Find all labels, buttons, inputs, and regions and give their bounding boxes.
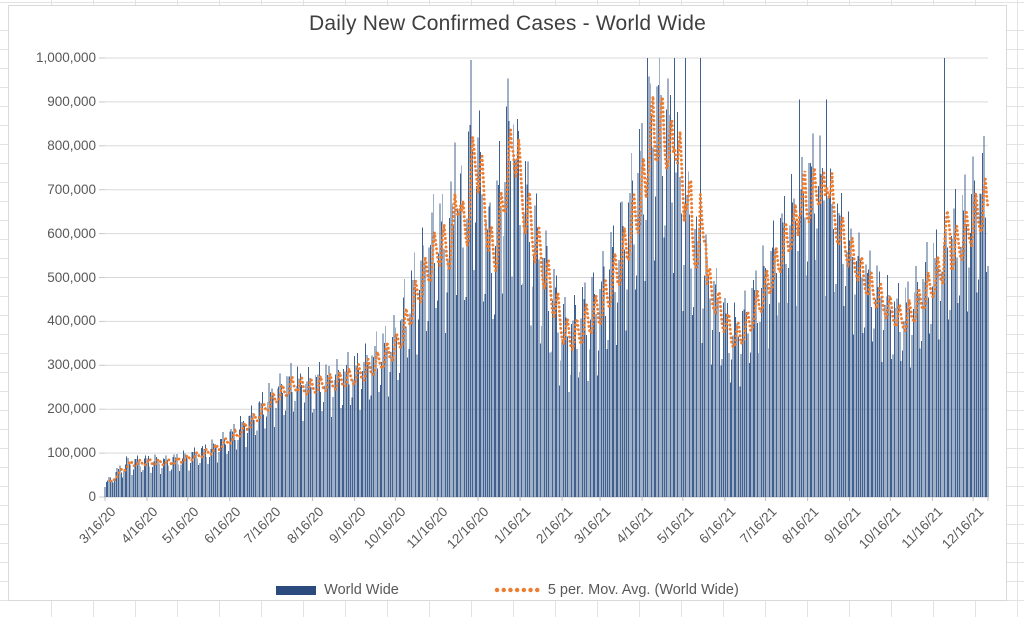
- legend-item-moving-average[interactable]: 5 per. Mov. Avg. (World Wide): [494, 582, 739, 598]
- legend: World Wide 5 per. Mov. Avg. (World Wide): [8, 579, 1007, 601]
- y-axis-label: 0: [88, 489, 96, 504]
- legend-label-world-wide: World Wide: [324, 582, 399, 598]
- bar-series-swatch-icon: [276, 585, 317, 595]
- y-axis-label: 700,000: [47, 181, 96, 197]
- y-axis-label: 800,000: [47, 137, 96, 153]
- legend-item-world-wide[interactable]: World Wide: [276, 582, 399, 598]
- y-axis-label: 1,000,000: [35, 50, 96, 65]
- y-axis-label: 500,000: [47, 269, 96, 285]
- y-axis-label: 400,000: [47, 313, 96, 329]
- chart-title: Daily New Confirmed Cases - World Wide: [309, 12, 706, 35]
- moving-average-swatch-icon: [494, 587, 540, 593]
- legend-label-moving-average: 5 per. Mov. Avg. (World Wide): [547, 582, 739, 598]
- y-axis-label: 300,000: [47, 357, 96, 373]
- y-axis-label: 200,000: [47, 401, 96, 417]
- y-axis-label: 900,000: [47, 93, 96, 109]
- y-axis-label: 100,000: [47, 445, 96, 461]
- y-axis-label: 600,000: [47, 225, 96, 241]
